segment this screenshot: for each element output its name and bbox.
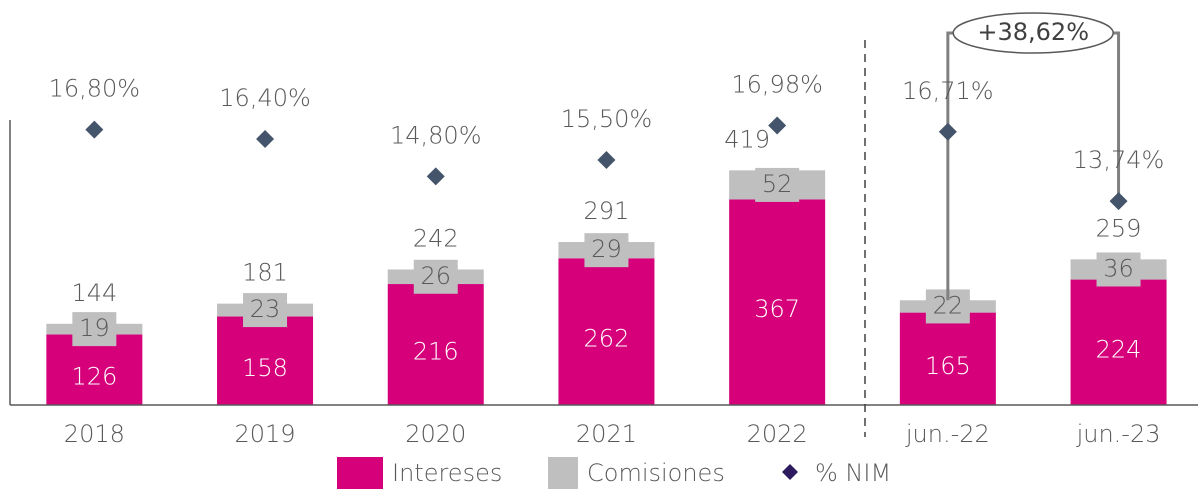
value-label-intereses: 165 [925, 352, 971, 380]
value-label-intereses: 367 [754, 295, 800, 323]
annotation-bubble [952, 12, 1114, 54]
total-label: 259 [1096, 214, 1142, 242]
nim-marker [768, 116, 787, 135]
nim-label: 16,98% [731, 70, 823, 98]
total-label: 419 [724, 125, 770, 153]
value-label-bg [72, 312, 117, 347]
value-label-bg [1096, 252, 1141, 287]
nim-label: 16,40% [219, 84, 311, 112]
nim-label: 13,74% [1073, 146, 1165, 174]
nim-marker [938, 122, 957, 141]
x-tick-label: 2020 [405, 420, 466, 448]
value-label-comisiones: 36 [1103, 254, 1134, 282]
legend-label: % NIM [815, 459, 891, 487]
nim-label: 14,80% [390, 121, 482, 149]
nim-marker [597, 151, 616, 169]
x-tick-label: 2019 [235, 420, 296, 448]
value-label-comisiones: 26 [420, 262, 451, 290]
x-tick-label: 2021 [576, 420, 637, 448]
value-label-comisiones: 19 [79, 314, 110, 342]
total-label: 144 [71, 279, 117, 307]
nim-marker [426, 167, 445, 186]
value-label-intereses: 158 [242, 354, 288, 382]
value-label-intereses: 216 [413, 338, 459, 366]
bar-intereses [217, 316, 314, 405]
x-tick-label: 2018 [64, 420, 125, 448]
legend-label: Comisiones [587, 459, 725, 487]
value-label-bg [755, 167, 800, 202]
bar-intereses [729, 199, 826, 405]
bar-intereses [558, 258, 655, 405]
legend-swatch [337, 457, 383, 489]
legend-label: Intereses [392, 459, 502, 487]
nim-marker [256, 130, 275, 148]
x-tick-label: jun.-22 [905, 420, 990, 448]
x-tick-label: 2022 [747, 420, 808, 448]
nim-marker [1109, 192, 1128, 211]
value-label-comisiones: 29 [591, 235, 622, 263]
bar-intereses [1070, 279, 1167, 405]
value-label-comisiones: 23 [250, 295, 281, 323]
value-label-bg [413, 259, 458, 294]
value-label-bg [584, 233, 629, 268]
bar-intereses [387, 284, 484, 405]
value-label-intereses: 126 [71, 363, 117, 391]
x-tick-label: jun.-23 [1076, 420, 1161, 448]
nim-marker [85, 120, 104, 139]
value-label-intereses: 224 [1096, 335, 1142, 363]
total-label: 242 [413, 224, 459, 252]
legend-swatch [548, 457, 578, 489]
nim-label: 16,71% [902, 77, 994, 105]
bar-intereses [899, 312, 996, 405]
bar-intereses [46, 334, 143, 405]
value-label-intereses: 262 [584, 325, 630, 353]
nim-label: 15,50% [561, 105, 653, 133]
total-label: 291 [584, 197, 630, 225]
annotation: +38,62% [977, 18, 1089, 46]
total-label: 181 [242, 259, 288, 287]
value-label-comisiones: 52 [762, 170, 793, 198]
value-label-bg [243, 293, 288, 328]
nim-label: 16,80% [49, 75, 141, 103]
legend-marker [782, 464, 798, 480]
